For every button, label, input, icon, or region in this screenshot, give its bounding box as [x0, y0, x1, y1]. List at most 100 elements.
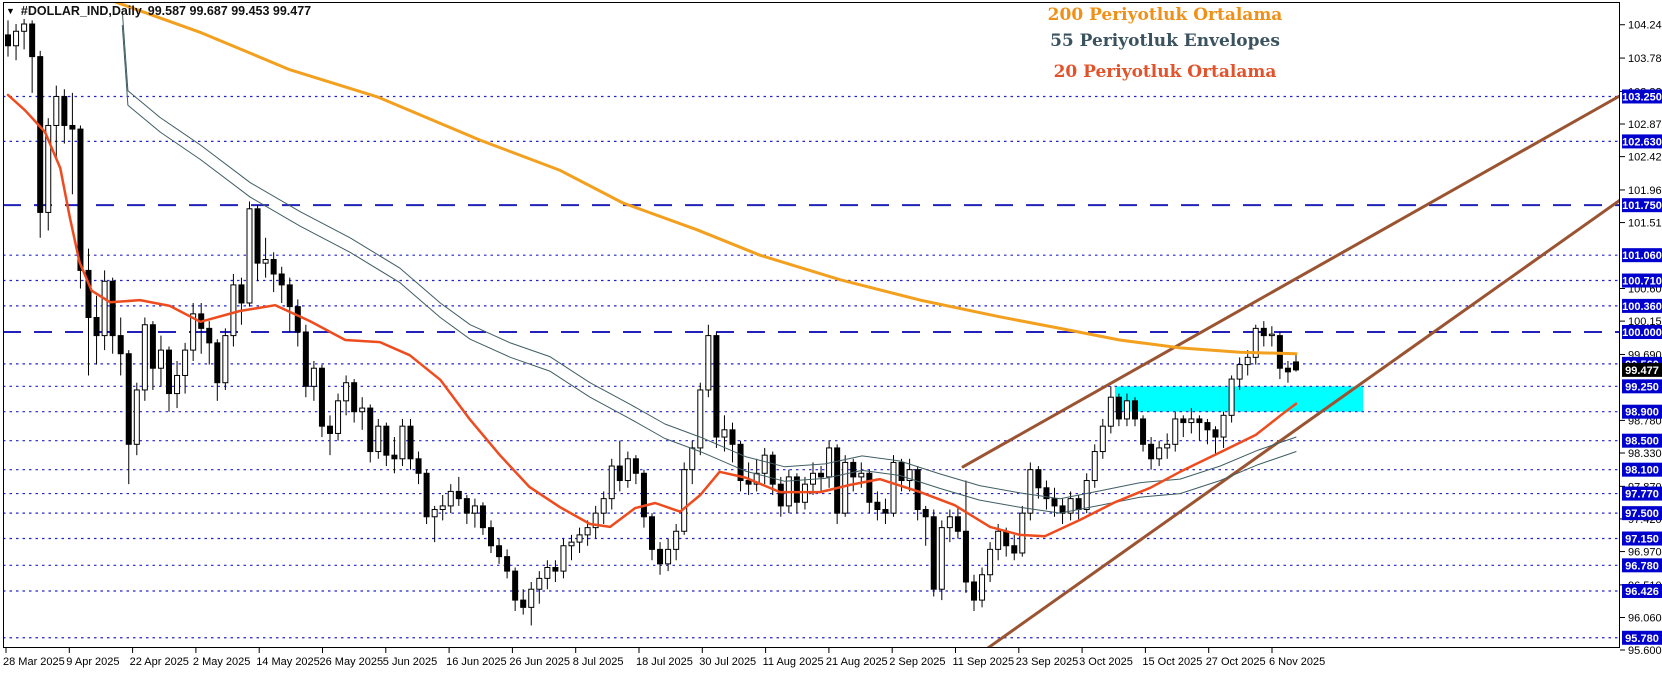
svg-text:97.500: 97.500: [1625, 508, 1659, 520]
candle-22: [182, 342, 189, 394]
quote-ohlc-label: 99.587 99.687 99.453 99.477: [147, 4, 312, 18]
candle-94: [761, 447, 768, 485]
time-tick-label: 23 Sep 2025: [1016, 656, 1078, 668]
channel-lower-line: [986, 198, 1619, 647]
svg-text:102.630: 102.630: [1622, 136, 1662, 148]
candle-118: [954, 505, 961, 539]
candle-64: [520, 589, 527, 615]
candle-143: [1156, 440, 1163, 467]
candle-159: [1284, 360, 1291, 383]
candle-27: [222, 328, 229, 390]
candle-138: [1115, 393, 1122, 427]
candle-48: [391, 437, 398, 474]
price-level-badge-98.5: 98.500: [1622, 433, 1662, 448]
candle-107: [866, 469, 873, 514]
price-tick-label: 95.600: [1628, 645, 1662, 657]
candle-17: [141, 317, 148, 401]
candle-66: [536, 571, 543, 604]
candle-15: [125, 350, 132, 485]
time-scale[interactable]: 28 Mar 2025 9 Apr 2025 22 Apr 2025 2 May 20…: [3, 648, 1325, 668]
candle-80: [649, 513, 655, 561]
candle-67: [544, 560, 551, 590]
candle-60: [488, 520, 494, 553]
candle-131: [1059, 498, 1066, 525]
candle-53: [431, 505, 438, 543]
time-tick-label: 26 Jun 2025: [509, 656, 570, 668]
candle-125: [1011, 534, 1018, 561]
candle-152: [1228, 375, 1235, 423]
candle-44: [359, 397, 366, 430]
price-level-badge-97.77: 97.770: [1622, 486, 1662, 501]
candle-140: [1132, 397, 1138, 427]
price-level-badge-102.63: 102.630: [1622, 134, 1662, 149]
time-tick-label: 8 Jul 2025: [573, 656, 624, 668]
time-tick-label: 11 Aug 2025: [763, 656, 824, 668]
svg-text:95.780: 95.780: [1625, 633, 1659, 645]
candle-43: [351, 379, 358, 423]
candle-114: [922, 505, 929, 546]
time-tick-label: 30 Jul 2025: [699, 656, 756, 668]
candle-139: [1123, 393, 1130, 427]
candle-160: [1293, 354, 1299, 372]
svg-text:98.900: 98.900: [1625, 407, 1659, 419]
ma-200-line: [113, 3, 1298, 356]
candle-151: [1220, 411, 1227, 448]
chart-title: ▼ #DOLLAR_IND,Daily 99.587 99.687 99.453…: [6, 4, 311, 18]
candle-41: [335, 393, 342, 441]
time-tick-label: 26 May 2025: [320, 656, 384, 668]
price-tick-label: 103.780: [1628, 53, 1662, 65]
time-tick-label: 16 Jun 2025: [446, 656, 507, 668]
time-tick-label: 3 Oct 2025: [1079, 656, 1133, 668]
candle-47: [383, 422, 390, 467]
candle-136: [1099, 418, 1106, 459]
candle-72: [584, 520, 591, 546]
plot-area[interactable]: [3, 2, 1620, 648]
candle-76: [616, 440, 623, 492]
candle-74: [600, 491, 607, 525]
price-tick-label: 104.240: [1628, 20, 1662, 32]
candle-149: [1204, 418, 1211, 445]
candle-82: [665, 538, 672, 572]
candle-2: [21, 18, 28, 50]
price-scale[interactable]: 104.240103.780103.320102.870102.420101.9…: [1620, 20, 1662, 657]
candle-16: [133, 382, 140, 456]
candle-35: [286, 277, 293, 332]
ma-20-line: [6, 93, 1298, 538]
time-tick-label: 28 Mar 2025: [3, 656, 65, 668]
candle-59: [479, 502, 486, 535]
time-tick-label: 9 Apr 2025: [66, 656, 119, 668]
price-level-badge-97.5: 97.500: [1622, 506, 1662, 521]
candle-88: [713, 331, 720, 448]
candle-142: [1148, 437, 1155, 470]
candle-29: [238, 277, 245, 325]
price-level-badge-101.75: 101.750: [1622, 198, 1662, 213]
candle-19: [157, 335, 164, 387]
candle-119: [962, 480, 969, 593]
time-tick-label: 2 May 2025: [193, 656, 250, 668]
time-tick-label: 21 Aug 2025: [826, 656, 888, 668]
candle-14: [117, 317, 124, 376]
current-price-badge: 99.477: [1622, 362, 1662, 377]
candle-69: [560, 538, 567, 579]
svg-text:99.477: 99.477: [1625, 365, 1659, 377]
price-level-badge-98.9: 98.900: [1622, 404, 1662, 419]
candle-90: [729, 422, 736, 463]
time-tick-label: 11 Sep 2025: [953, 656, 1015, 668]
candle-115: [930, 509, 937, 597]
svg-text:97.770: 97.770: [1625, 489, 1659, 501]
price-level-badge-100.71: 100.710: [1622, 273, 1662, 288]
candle-52: [423, 469, 430, 525]
price-level-badge-98.1: 98.100: [1622, 462, 1662, 477]
candle-56: [455, 476, 462, 506]
candle-61: [496, 538, 503, 564]
price-level-badge-100: 100.000: [1622, 324, 1662, 339]
candle-91: [737, 440, 744, 492]
candle-146: [1180, 415, 1187, 438]
candle-6: [53, 85, 60, 159]
price-level-badge-101.06: 101.060: [1622, 248, 1662, 263]
candle-55: [447, 484, 454, 514]
candle-33: [270, 252, 277, 293]
candle-8: [69, 92, 76, 195]
